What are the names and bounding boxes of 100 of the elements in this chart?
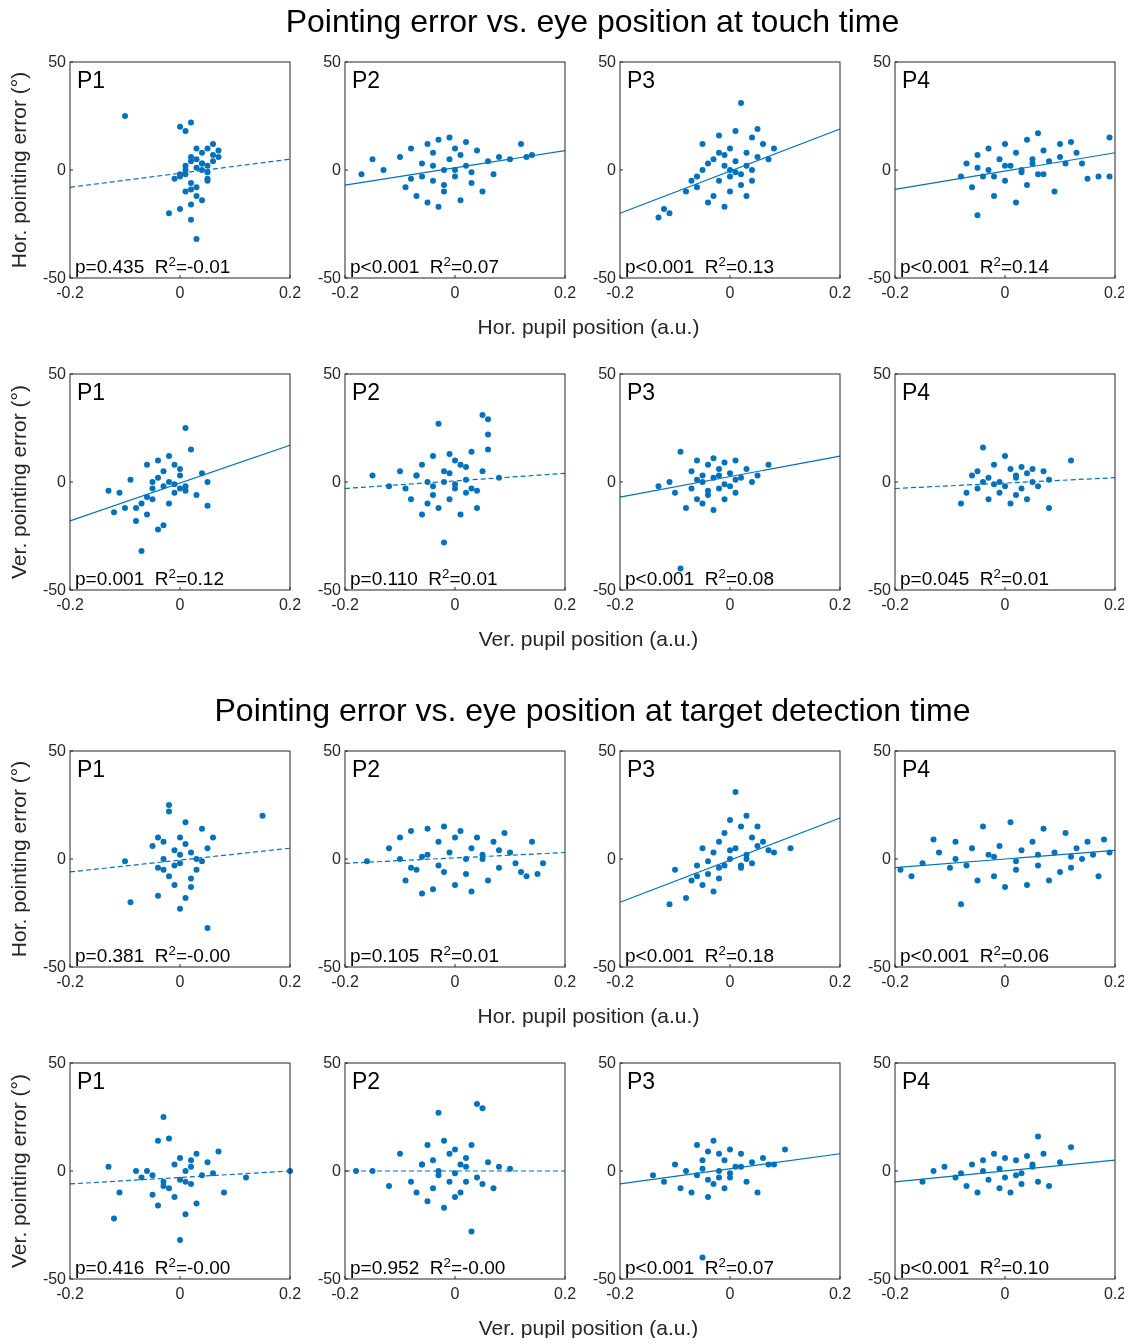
y-tick-label: 0 bbox=[882, 850, 892, 867]
y-tick-label: -50 bbox=[317, 581, 342, 598]
x-tick-label: 0.2 bbox=[828, 1285, 852, 1302]
y-tick-label: 0 bbox=[57, 850, 67, 867]
y-tick-label: 50 bbox=[48, 1054, 67, 1071]
y-tick-label: 0 bbox=[332, 161, 342, 178]
annotation: p<0.001 R$^{2}$=0.07 bbox=[625, 1254, 774, 1278]
y-tick-label: 50 bbox=[323, 1054, 342, 1071]
x-axis-title: Ver. pupil position (a.u.) bbox=[478, 627, 699, 650]
x-tick-label: 0.2 bbox=[553, 284, 577, 301]
y-tick-label: 50 bbox=[598, 742, 617, 759]
text: Pointing error vs. eye position at touch time bbox=[285, 3, 900, 39]
chart-title: P2 bbox=[352, 1068, 381, 1094]
x-tick-label: -0.2 bbox=[881, 596, 909, 613]
y-tick-label: -50 bbox=[867, 1270, 892, 1287]
x-tick-label: -0.2 bbox=[881, 973, 909, 990]
chart-title: P4 bbox=[902, 379, 931, 405]
chart-title: P2 bbox=[352, 67, 381, 93]
y-tick-label: 50 bbox=[323, 742, 342, 759]
y-tick-label: 0 bbox=[882, 473, 892, 490]
x-tick-label: 0.2 bbox=[553, 973, 577, 990]
annotation: p<0.001 R$^{2}$=0.07 bbox=[350, 253, 499, 277]
y-tick-label: 50 bbox=[873, 742, 892, 759]
y-tick-label: 0 bbox=[607, 1162, 617, 1179]
y-tick-label: 0 bbox=[882, 161, 892, 178]
y-tick-label: -50 bbox=[42, 1270, 67, 1287]
x-tick-label: 0 bbox=[1000, 973, 1010, 990]
y-tick-label: 50 bbox=[598, 53, 617, 70]
y-tick-label: 50 bbox=[323, 365, 342, 382]
y-tick-label: -50 bbox=[317, 1270, 342, 1287]
x-tick-label: 0.2 bbox=[278, 973, 302, 990]
y-tick-label: 50 bbox=[48, 53, 67, 70]
chart-title: P4 bbox=[902, 1068, 931, 1094]
y-tick-label: -50 bbox=[592, 958, 617, 975]
x-tick-label: 0.2 bbox=[278, 596, 302, 613]
y-tick-label: -50 bbox=[867, 958, 892, 975]
y-tick-label: 50 bbox=[873, 53, 892, 70]
chart-title: P1 bbox=[77, 1068, 106, 1094]
chart-title: P3 bbox=[627, 67, 656, 93]
x-tick-label: 0 bbox=[725, 284, 735, 301]
x-tick-label: 0 bbox=[175, 1285, 185, 1302]
y-tick-label: -50 bbox=[592, 269, 617, 286]
y-tick-label: 0 bbox=[332, 473, 342, 490]
x-tick-label: -0.2 bbox=[331, 284, 359, 301]
y-tick-label: 0 bbox=[332, 1162, 342, 1179]
y-tick-label: 0 bbox=[57, 161, 67, 178]
x-tick-label: 0 bbox=[175, 596, 185, 613]
x-tick-label: -0.2 bbox=[606, 284, 634, 301]
x-tick-label: -0.2 bbox=[56, 1285, 84, 1302]
annotation: p=0.001 R$^{2}$=0.12 bbox=[75, 565, 224, 589]
x-tick-label: 0.2 bbox=[278, 1285, 302, 1302]
y-tick-label: -50 bbox=[867, 269, 892, 286]
chart-title: P3 bbox=[627, 756, 656, 782]
annotation: p<0.001 R$^{2}$=0.10 bbox=[900, 1254, 1049, 1278]
annotation: p=0.381 R$^{2}$=-0.00 bbox=[75, 942, 231, 966]
x-tick-label: -0.2 bbox=[606, 1285, 634, 1302]
x-tick-label: 0 bbox=[1000, 596, 1010, 613]
y-axis-title: Hor. pointing error (°) bbox=[7, 760, 30, 958]
y-axis-title: Hor. pointing error (°) bbox=[7, 71, 30, 269]
y-axis-title: Ver. pointing error (°) bbox=[7, 385, 30, 579]
y-tick-label: 50 bbox=[48, 742, 67, 759]
chart-title: P2 bbox=[352, 379, 381, 405]
x-tick-label: -0.2 bbox=[331, 973, 359, 990]
x-tick-label: 0 bbox=[450, 1285, 460, 1302]
chart-title: P1 bbox=[77, 67, 106, 93]
chart-title: P2 bbox=[352, 756, 381, 782]
x-axis-title: Hor. pupil position (a.u.) bbox=[477, 315, 700, 338]
y-tick-label: -50 bbox=[592, 1270, 617, 1287]
annotation: p<0.001 R$^{2}$=0.13 bbox=[625, 253, 774, 277]
x-tick-label: 0 bbox=[725, 973, 735, 990]
x-tick-label: -0.2 bbox=[56, 596, 84, 613]
x-axis-title: Hor. pupil position (a.u.) bbox=[477, 1004, 700, 1027]
chart-title: P1 bbox=[77, 756, 106, 782]
x-tick-label: -0.2 bbox=[606, 596, 634, 613]
x-tick-label: 0 bbox=[725, 1285, 735, 1302]
x-tick-label: 0.2 bbox=[553, 1285, 577, 1302]
y-tick-label: -50 bbox=[42, 958, 67, 975]
x-tick-label: 0.2 bbox=[828, 284, 852, 301]
text: Pointing error vs. eye position at target detection time bbox=[214, 692, 971, 728]
x-tick-label: 0 bbox=[725, 596, 735, 613]
annotation: p=0.045 R$^{2}$=0.01 bbox=[900, 565, 1049, 589]
annotation: p=0.105 R$^{2}$=0.01 bbox=[350, 942, 499, 966]
y-tick-label: 50 bbox=[598, 1054, 617, 1071]
y-tick-label: -50 bbox=[867, 581, 892, 598]
annotation: p=0.416 R$^{2}$=-0.00 bbox=[75, 1254, 231, 1278]
y-tick-label: 0 bbox=[607, 850, 617, 867]
x-tick-label: 0.2 bbox=[553, 596, 577, 613]
y-tick-label: -50 bbox=[317, 958, 342, 975]
annotation: p=0.110 R$^{2}$=0.01 bbox=[350, 565, 498, 589]
x-tick-label: 0 bbox=[450, 284, 460, 301]
y-tick-label: -50 bbox=[317, 269, 342, 286]
y-tick-label: 0 bbox=[607, 473, 617, 490]
y-axis-title: Ver. pointing error (°) bbox=[7, 1074, 30, 1268]
y-tick-label: -50 bbox=[42, 269, 67, 286]
y-tick-label: -50 bbox=[42, 581, 67, 598]
annotation: p=0.435 R$^{2}$=-0.01 bbox=[75, 253, 231, 277]
x-tick-label: -0.2 bbox=[56, 973, 84, 990]
x-tick-label: -0.2 bbox=[56, 284, 84, 301]
x-tick-label: 0 bbox=[1000, 284, 1010, 301]
y-tick-label: 0 bbox=[332, 850, 342, 867]
